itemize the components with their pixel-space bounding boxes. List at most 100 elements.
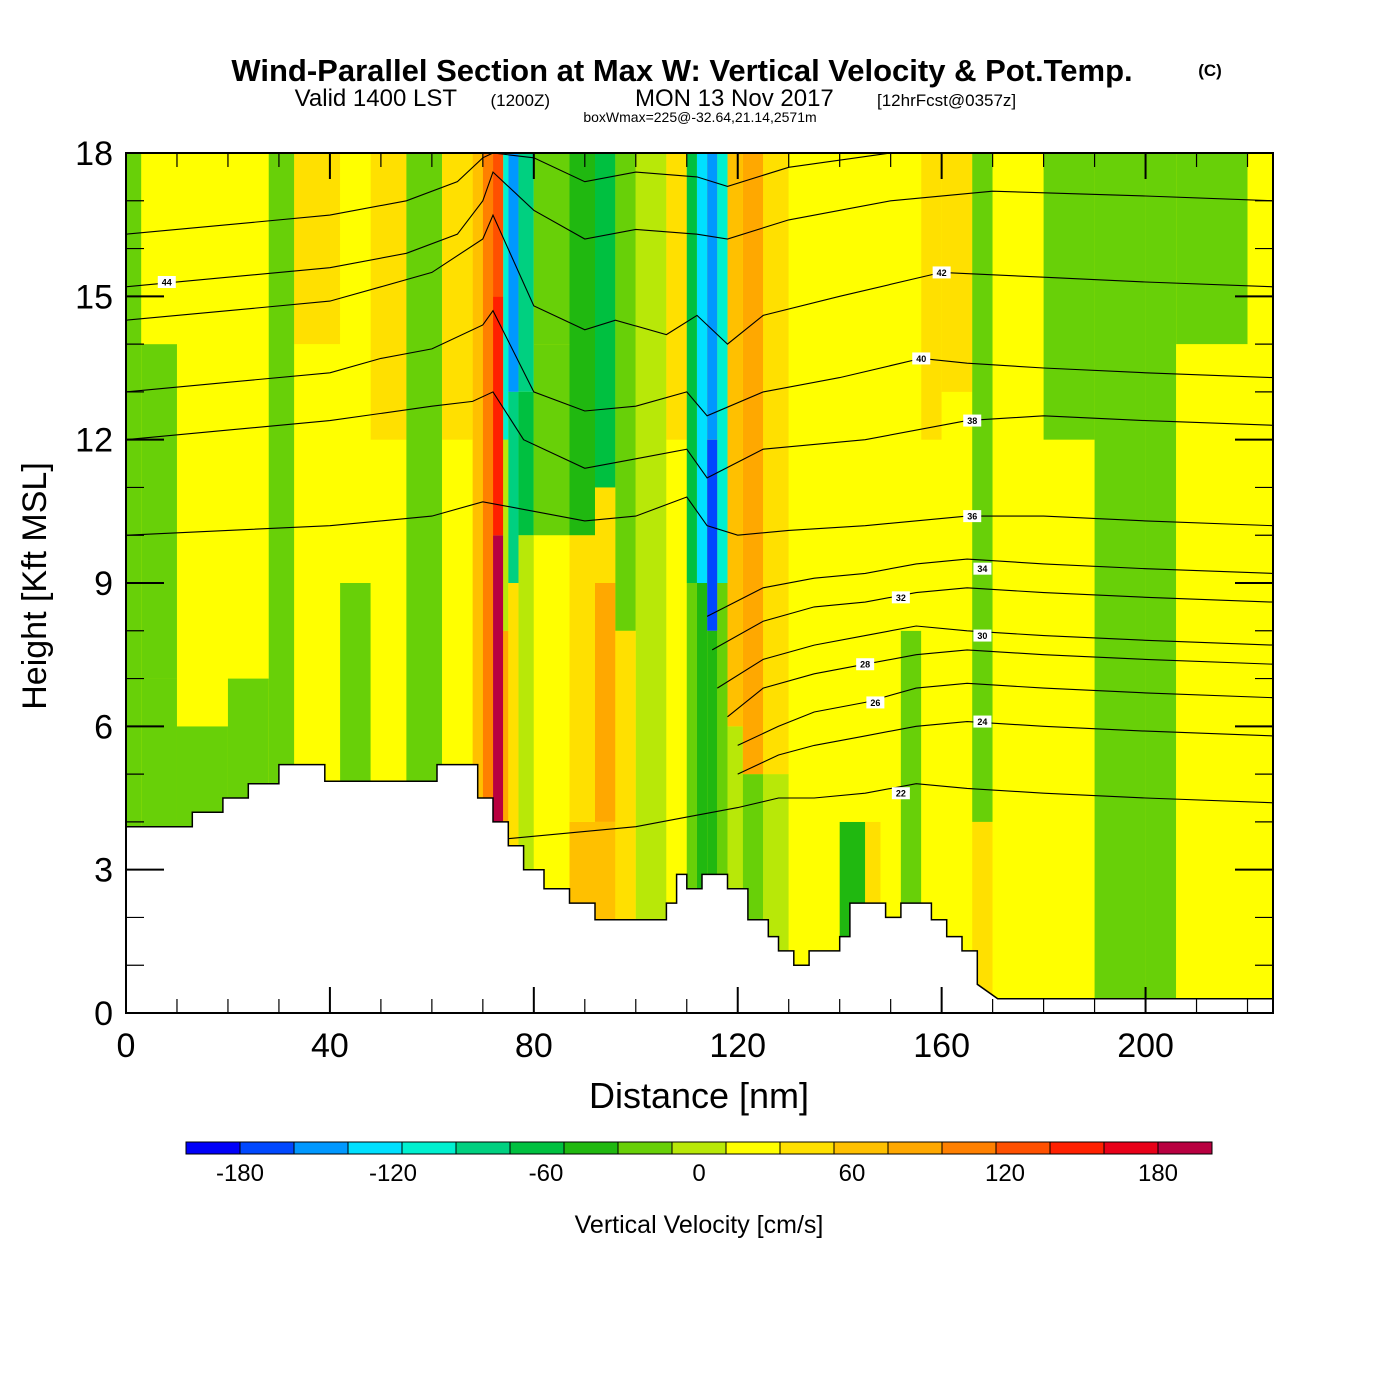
contour-label-22: 22: [891, 787, 910, 800]
field-cell: [666, 439, 687, 1014]
colorbar-cell: [1049, 1141, 1105, 1155]
isentrope-28: [727, 649, 1274, 718]
field-cell: [569, 153, 595, 536]
field-cell: [880, 153, 901, 1013]
field-cell: [1145, 153, 1177, 1013]
plot-frame: [125, 152, 1274, 1014]
y-tick-label: 12: [75, 422, 113, 460]
x-tick-label: 80: [515, 1027, 553, 1065]
contour-label-text: 26: [870, 698, 880, 708]
subtitle-forecast: [12hrFcst@0357z]: [877, 91, 1016, 110]
field-cell: [707, 630, 718, 1013]
y-tick-label: 0: [94, 995, 113, 1033]
terrain: [125, 763, 1274, 1014]
y-tick-label: 18: [75, 135, 113, 173]
vertical-velocity-field: [126, 153, 1273, 1014]
x-axis-tick-labels: 0 40 80 120 160 200: [117, 1027, 1174, 1065]
field-cell: [594, 583, 616, 822]
field-cell: [921, 153, 942, 440]
contour-label-text: 30: [977, 631, 987, 641]
contour-label-38: 38: [963, 414, 982, 427]
y-tick-label: 9: [94, 565, 113, 603]
isentrope-contours: [125, 152, 1274, 861]
contour-label-32: 32: [891, 591, 910, 604]
field-cell: [594, 153, 616, 488]
subtitle-date: MON 13 Nov 2017: [635, 85, 834, 112]
field-cell: [615, 630, 636, 1013]
colorbar-cell: [1157, 1141, 1213, 1155]
field-cell: [482, 153, 494, 1013]
colorbar-cell: [455, 1141, 511, 1155]
colorbar: [185, 1141, 1213, 1155]
field-cell: [141, 344, 177, 679]
colorbar-cell: [995, 1141, 1051, 1155]
x-tick-label: 120: [709, 1027, 766, 1065]
field-cell: [1176, 153, 1248, 345]
field-cell: [921, 439, 942, 1014]
terrain-profile: [125, 763, 1274, 1014]
field-cell: [615, 153, 636, 631]
contour-label-text: 28: [860, 660, 870, 670]
subtitle-utc: (1200Z): [490, 91, 550, 110]
isentrope-38: [125, 391, 1274, 479]
colorbar-cell: [509, 1141, 565, 1155]
contour-label-text: 42: [937, 268, 947, 278]
colorbar-tick-label: -120: [369, 1160, 417, 1187]
field-cell: [696, 153, 708, 583]
contour-label-34: 34: [973, 562, 992, 575]
isentrope-32: [711, 587, 1274, 651]
field-cell: [992, 153, 1044, 1013]
contour-label-42: 42: [932, 266, 951, 279]
field-cell: [294, 153, 341, 345]
contour-label-26: 26: [866, 696, 885, 709]
field-cell: [1176, 344, 1248, 1014]
contour-labels: 22 24 26 28 30 32 34 36 38 40 42 44: [157, 266, 992, 800]
contour-label-text: 38: [967, 416, 977, 426]
colorbar-cell: [887, 1141, 943, 1155]
field-cell: [1043, 153, 1095, 440]
x-axis-label: Distance [nm]: [589, 1075, 809, 1116]
field-cell: [508, 583, 519, 1013]
x-tick-label: 200: [1117, 1027, 1174, 1065]
chart-title: Wind-Parallel Section at Max W: Vertical…: [231, 53, 1132, 88]
isentrope-44: [125, 171, 1274, 288]
field-cell: [493, 296, 504, 536]
field-cell: [686, 583, 697, 1013]
colorbar-tick-label: 60: [839, 1160, 866, 1187]
colorbar-cell: [293, 1141, 349, 1155]
field-cell: [717, 153, 728, 583]
isentrope-26: [737, 682, 1274, 746]
contour-label-40: 40: [912, 352, 931, 365]
y-tick-label: 3: [94, 852, 113, 890]
colorbar-cell: [347, 1141, 403, 1155]
field-cell: [696, 583, 708, 1013]
field-cell: [493, 153, 504, 297]
isentrope-36: [125, 496, 1274, 536]
field-cell: [1094, 153, 1146, 1013]
contour-label-text: 24: [977, 717, 987, 727]
contour-label-24: 24: [973, 715, 992, 728]
colorbar-cell: [671, 1141, 727, 1155]
contour-label-text: 32: [896, 593, 906, 603]
field-cell: [686, 153, 697, 583]
field-cell: [370, 153, 407, 440]
y-axis-tick-labels: 0 3 6 9 12 15 18: [75, 135, 113, 1033]
field-cell: [763, 153, 789, 775]
colorbar-tick-label: 180: [1138, 1160, 1178, 1187]
title-copyright-mark: (C): [1198, 61, 1222, 80]
field-cell: [533, 153, 570, 345]
contour-label-text: 36: [967, 512, 977, 522]
colorbar-tick-labels: -180 -120 -60 0 60 120 180: [216, 1160, 1178, 1187]
colorbar-tick-label: -180: [216, 1160, 264, 1187]
field-cell: [839, 153, 866, 822]
field-cell: [941, 391, 973, 1013]
colorbar-cell: [239, 1141, 295, 1155]
axis-ticks: [125, 152, 1273, 1014]
field-cell: [727, 153, 743, 727]
field-cell: [788, 153, 840, 1013]
y-tick-label: 6: [94, 708, 113, 746]
chart-annotation: boxWmax=225@-32.64,21.14,2571m: [583, 109, 816, 125]
field-cell: [707, 439, 718, 631]
field-cell: [493, 535, 504, 822]
x-tick-label: 0: [117, 1027, 136, 1065]
